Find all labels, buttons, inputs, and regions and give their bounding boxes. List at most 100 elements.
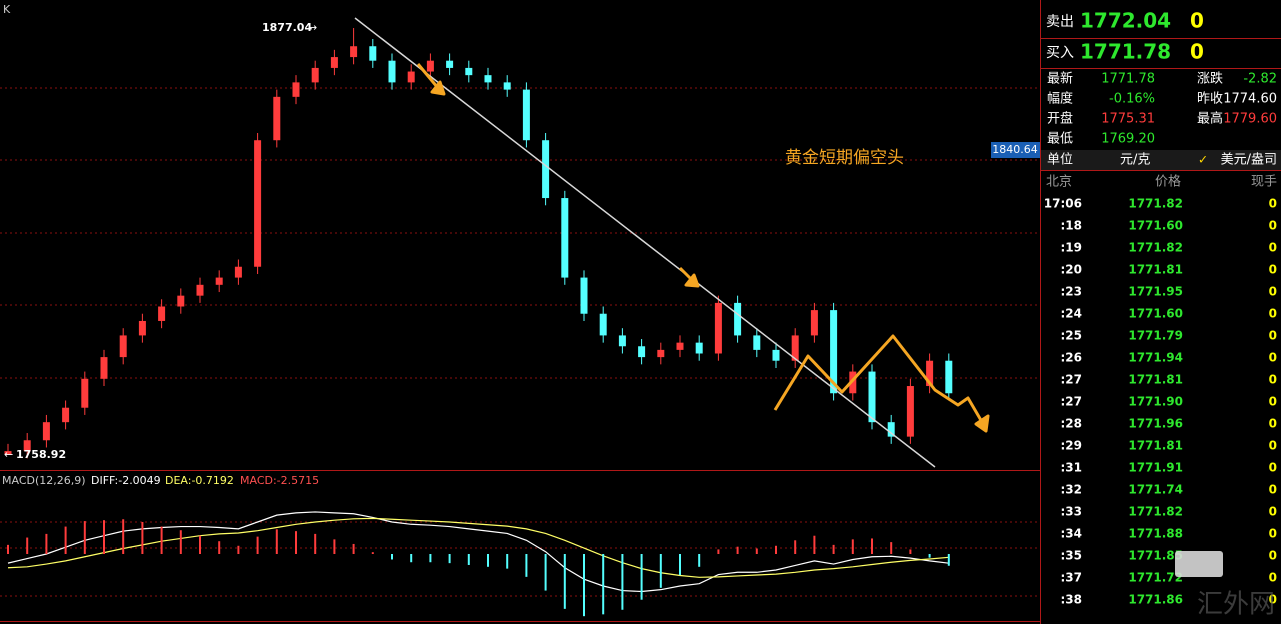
dea-label: DEA:-0.7192: [165, 474, 234, 487]
check-mark: ✓: [1198, 153, 1208, 167]
tick-volume: 0: [1269, 439, 1277, 453]
stat-label: 涨跌: [1197, 71, 1223, 87]
candle-body: [100, 357, 108, 379]
tick-time: :38: [1061, 593, 1083, 607]
candle-body: [503, 82, 511, 90]
candle-body: [849, 371, 857, 394]
tick-price: 1771.60: [1128, 307, 1183, 321]
sell-volume: 0: [1190, 9, 1204, 33]
candle-body: [446, 60, 454, 68]
candle-body: [234, 266, 242, 278]
candle-body: [254, 140, 262, 267]
tick-time: :20: [1061, 263, 1083, 277]
tick-price: 1771.94: [1128, 351, 1183, 365]
tick-time: :24: [1061, 307, 1083, 321]
candle-body: [638, 346, 646, 358]
tick-price: 1771.82: [1128, 241, 1183, 255]
candle-body: [830, 310, 838, 394]
tick-volume: 0: [1269, 571, 1277, 585]
tick-time: :31: [1061, 461, 1083, 475]
unit-option[interactable]: 美元/盎司: [1221, 153, 1277, 168]
macd-label: MACD(12,26,9): [2, 474, 86, 487]
tick-volume: 0: [1269, 241, 1277, 255]
tick-volume: 0: [1269, 483, 1277, 497]
candle-body: [465, 67, 473, 76]
candle-body: [407, 71, 415, 83]
candle-body: [887, 422, 895, 437]
tick-volume: 0: [1269, 527, 1277, 541]
tick-time: :33: [1061, 505, 1083, 519]
candle-body: [542, 140, 550, 199]
candle-body: [714, 302, 722, 354]
candle-body: [926, 360, 934, 387]
arrows: [416, 63, 990, 433]
unit-value: 元/克: [1120, 153, 1150, 168]
tick-list: 17:06 1771.82 0:18 1771.60 0:19 1771.82 0:20 17…: [1044, 197, 1277, 607]
tick-volume: 0: [1269, 549, 1277, 563]
buy-price: 1771.78: [1080, 40, 1171, 64]
keyboard-icon[interactable]: [1175, 551, 1223, 577]
candle-body: [138, 320, 146, 336]
stat-label: 幅度: [1047, 91, 1073, 107]
candle-body: [426, 60, 434, 72]
candle-body: [388, 60, 396, 83]
tick-volume: 0: [1269, 505, 1277, 519]
candles: [4, 28, 953, 459]
sell-price: 1772.04: [1080, 9, 1171, 33]
tick-header: 价格: [1155, 174, 1181, 190]
stat-label: 最高: [1197, 111, 1223, 127]
unit-bar: [1041, 150, 1281, 170]
tick-time: :32: [1061, 483, 1083, 497]
tick-price: 1771.82: [1128, 197, 1183, 211]
candle-body: [23, 440, 31, 452]
tick-volume: 0: [1269, 373, 1277, 387]
arrow-glyph: ←: [4, 448, 13, 461]
tick-time: :28: [1061, 417, 1083, 431]
tick-time: 17:06: [1044, 197, 1082, 211]
macd-legend: MACD(12,26,9) DIFF:-2.0049 DEA:-0.7192 M…: [2, 474, 319, 487]
cursor-box: [991, 142, 1040, 158]
candle-body: [772, 349, 780, 361]
tick-time: :23: [1061, 285, 1083, 299]
tick-price: 1771.79: [1128, 329, 1183, 343]
candle-body: [580, 277, 588, 314]
low-label: 1758.92: [16, 448, 66, 461]
candle-body: [484, 75, 492, 83]
tick-price: 1771.81: [1128, 373, 1183, 387]
candle-body: [369, 46, 377, 61]
tick-price: 1771.72: [1128, 571, 1183, 585]
tick-price: 1771.81: [1128, 439, 1183, 453]
annotation: 黄金短期偏空头: [785, 148, 904, 168]
candle-body: [311, 67, 319, 83]
candle-body: [753, 335, 761, 350]
tick-time: :29: [1061, 439, 1083, 453]
tick-volume: 0: [1269, 263, 1277, 277]
tick-volume: 0: [1269, 307, 1277, 321]
arrow-head: [430, 80, 446, 96]
tick-time: :27: [1061, 395, 1083, 409]
stats: 最新 1771.78 涨跌 -2.82 幅度 -0.16% 昨收 1774.60 开盘 1775.…: [1047, 71, 1277, 147]
arrow-head: [974, 414, 990, 433]
tick-volume: 0: [1269, 351, 1277, 365]
candle-body: [215, 277, 223, 285]
corner-label: K: [3, 3, 11, 16]
candle-body: [734, 302, 742, 336]
unit-label: 单位: [1047, 153, 1073, 168]
candle-body: [906, 386, 914, 437]
candle-body: [695, 342, 703, 354]
candle-body: [42, 422, 50, 441]
tick-price: 1771.60: [1128, 219, 1183, 233]
tick-header: 现手: [1251, 175, 1277, 190]
stat-value: -2.82: [1243, 72, 1277, 87]
arrow-glyph: →: [308, 21, 317, 34]
candle-body: [791, 335, 799, 361]
tick-price: 1771.96: [1128, 417, 1183, 431]
tick-volume: 0: [1269, 417, 1277, 431]
tick-volume: 0: [1269, 219, 1277, 233]
candle-body: [868, 371, 876, 423]
stat-label: 开盘: [1047, 111, 1073, 127]
candle-body: [62, 407, 70, 423]
tick-volume: 0: [1269, 329, 1277, 343]
tick-price: 1771.74: [1128, 483, 1183, 497]
